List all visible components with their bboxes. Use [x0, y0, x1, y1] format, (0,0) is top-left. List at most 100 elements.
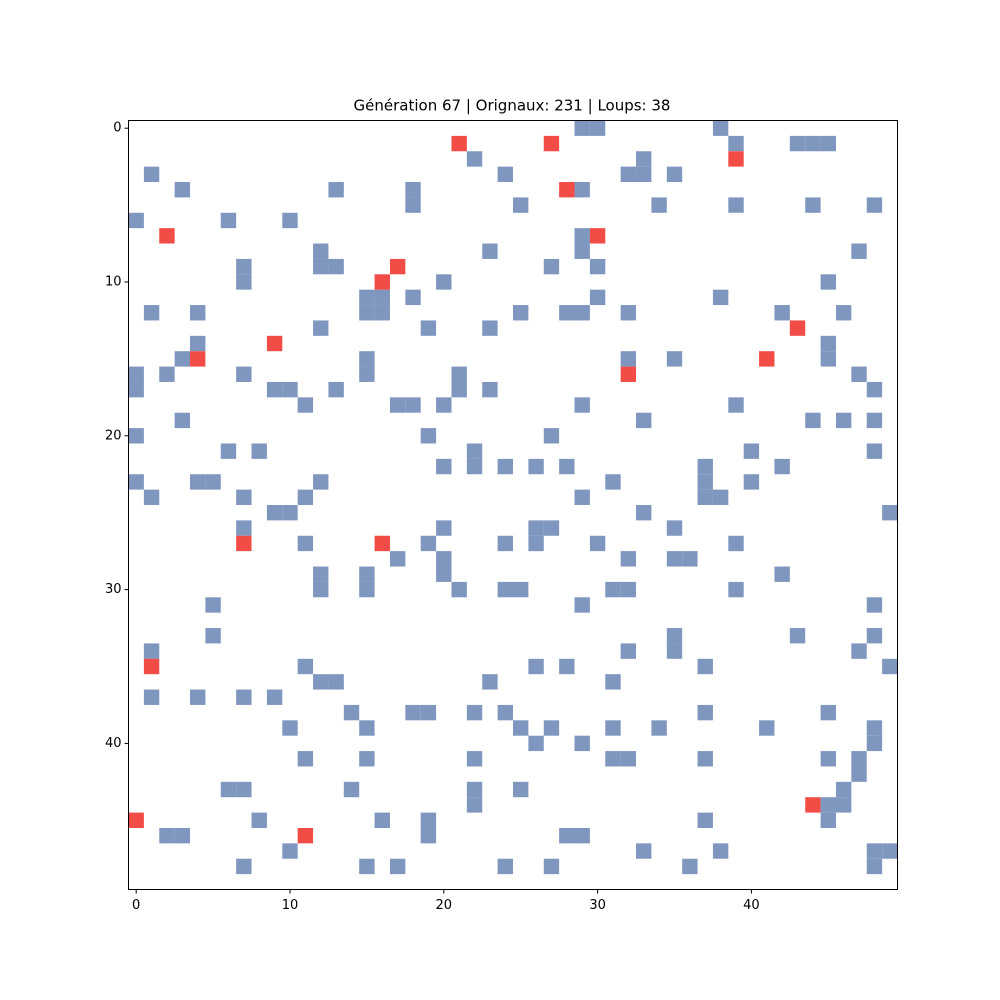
cell: [359, 566, 375, 582]
cell: [559, 658, 575, 675]
cell: [574, 735, 590, 752]
cell: [728, 135, 744, 152]
cell: [420, 827, 437, 844]
cell: [620, 581, 637, 598]
cell: [313, 566, 329, 582]
cell: [543, 520, 560, 536]
cell: [589, 258, 606, 275]
x-tick-label: 40: [743, 898, 760, 913]
cell: [251, 812, 267, 828]
cell: [513, 197, 529, 213]
cell: [420, 812, 437, 828]
cell: [697, 812, 713, 828]
cell: [851, 751, 867, 767]
cell: [620, 751, 637, 767]
cell: [574, 397, 590, 413]
cell: [205, 597, 221, 613]
cell: [374, 289, 390, 306]
cell: [574, 182, 590, 198]
cell: [574, 827, 590, 844]
cell: [159, 827, 175, 844]
chart-title: Génération 67 | Orignaux: 231 | Loups: 3…: [354, 97, 671, 115]
cell: [666, 351, 683, 367]
cell: [128, 381, 144, 398]
cell: [128, 812, 144, 828]
cell: [728, 535, 744, 552]
cell: [589, 228, 606, 244]
cell: [559, 182, 575, 198]
cell: [728, 197, 744, 213]
cell: [620, 351, 637, 367]
cell: [528, 658, 544, 675]
cell: [266, 689, 283, 705]
cell: [820, 812, 836, 828]
cell: [236, 274, 252, 290]
cell: [374, 812, 390, 828]
cell: [712, 120, 729, 136]
cell: [682, 858, 698, 875]
cell: [851, 243, 867, 259]
cell: [405, 289, 421, 306]
cell: [359, 858, 375, 875]
cell: [313, 258, 329, 275]
cell: [574, 120, 590, 136]
cell: [236, 366, 252, 382]
cell: [236, 535, 252, 552]
cell: [497, 458, 513, 475]
cell: [835, 412, 852, 429]
cell: [528, 458, 544, 475]
cell: [835, 781, 852, 798]
cell: [128, 474, 144, 490]
cell: [866, 628, 883, 644]
cell: [866, 720, 883, 736]
cell: [820, 335, 836, 352]
cell: [605, 581, 621, 598]
cell: [313, 674, 329, 690]
cell: [128, 428, 144, 444]
cell: [697, 458, 713, 475]
cell: [697, 751, 713, 767]
cell: [220, 781, 237, 798]
cell: [636, 505, 652, 521]
cell: [882, 658, 898, 675]
cell: [236, 520, 252, 536]
cell: [513, 305, 529, 321]
cell: [328, 674, 344, 690]
cell: [143, 305, 160, 321]
cell: [451, 366, 467, 382]
cell: [589, 535, 606, 552]
cell: [282, 720, 298, 736]
cell: [513, 781, 529, 798]
cell: [143, 658, 160, 675]
cell: [620, 305, 637, 321]
cell: [143, 166, 160, 183]
cell: [297, 658, 314, 675]
cell: [605, 751, 621, 767]
cell: [820, 751, 836, 767]
cell: [374, 274, 390, 290]
cell: [389, 858, 406, 875]
cell: [466, 704, 483, 721]
cell: [789, 628, 806, 644]
x-tick-label: 0: [132, 898, 140, 913]
cell: [528, 520, 544, 536]
cell: [236, 781, 252, 798]
cell: [359, 351, 375, 367]
cell: [559, 458, 575, 475]
cell: [482, 320, 498, 336]
cell: [851, 643, 867, 659]
cell: [866, 381, 883, 398]
cell: [666, 551, 683, 567]
cell: [466, 797, 483, 813]
cell: [297, 489, 314, 505]
cell: [866, 197, 883, 213]
cell: [451, 581, 467, 598]
cell: [866, 412, 883, 429]
cell: [728, 581, 744, 598]
cell: [620, 551, 637, 567]
cell: [620, 166, 637, 183]
cell: [605, 720, 621, 736]
cell: [712, 843, 729, 859]
cell: [359, 289, 375, 306]
